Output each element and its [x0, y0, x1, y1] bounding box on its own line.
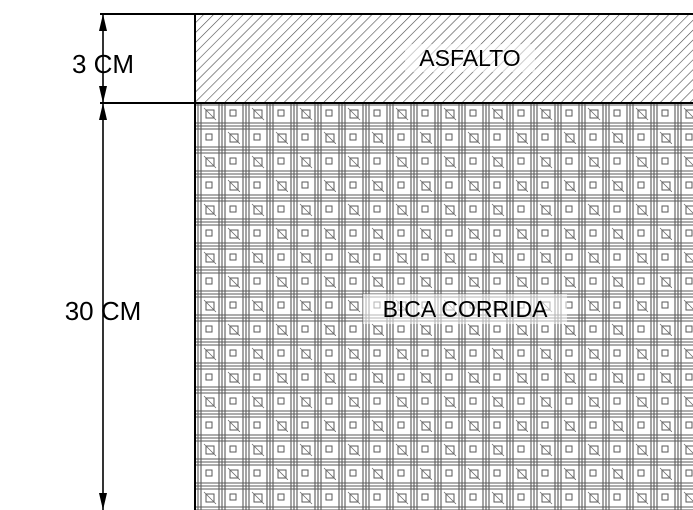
asphalt-label: ASFALTO [419, 45, 520, 71]
gravel-dimension: 30 CM [65, 103, 142, 510]
asphalt-dimension-arrow-bottom [99, 86, 107, 103]
gravel-dimension-arrow-bottom [99, 493, 107, 510]
asphalt-layer: ASFALTO [195, 14, 693, 103]
gravel-thickness-label: 30 CM [65, 296, 142, 326]
asphalt-label-mask [405, 44, 535, 72]
asphalt-dimension-arrow-top [99, 14, 107, 31]
gravel-dimension-arrow-top [99, 103, 107, 120]
asphalt-thickness-label: 3 CM [72, 49, 134, 79]
gravel-label-mask [363, 294, 567, 324]
asphalt-dimension: 3 CM [72, 14, 134, 103]
gravel-label: BICA CORRIDA [383, 296, 549, 322]
section-outline [100, 13, 693, 510]
gravel-base-layer: BICA CORRIDA [195, 103, 693, 510]
